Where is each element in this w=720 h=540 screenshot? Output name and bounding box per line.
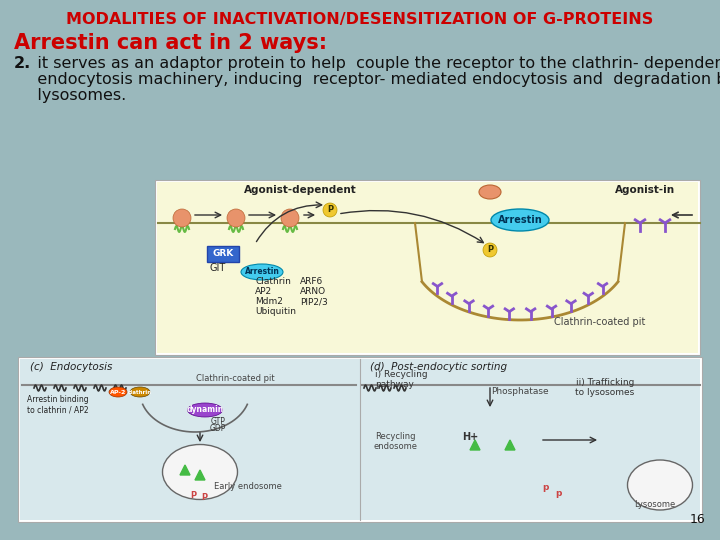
FancyBboxPatch shape [157, 182, 698, 353]
Text: ii) Trafficking
to lysosomes: ii) Trafficking to lysosomes [575, 378, 634, 397]
Text: ARF6: ARF6 [300, 278, 323, 287]
Circle shape [323, 203, 337, 217]
Text: Arrestin: Arrestin [245, 267, 279, 276]
Ellipse shape [628, 460, 693, 510]
Text: AP-2: AP-2 [110, 389, 126, 395]
Text: endocytosis machinery, inducing  receptor- mediated endocytosis and  degradation: endocytosis machinery, inducing receptor… [22, 72, 720, 87]
Ellipse shape [163, 444, 238, 500]
Circle shape [483, 243, 497, 257]
Text: 2.: 2. [14, 56, 31, 71]
Text: Recycling
endosome: Recycling endosome [373, 432, 417, 451]
Text: Lysosome: Lysosome [634, 500, 675, 509]
Circle shape [227, 209, 245, 227]
Text: Mdm2: Mdm2 [255, 298, 283, 307]
Text: Clathrin-coated pit: Clathrin-coated pit [554, 317, 646, 327]
Text: clathrin: clathrin [128, 389, 152, 395]
Text: it serves as an adaptor protein to help  couple the receptor to the clathrin- de: it serves as an adaptor protein to help … [22, 56, 720, 71]
Text: Arrestin: Arrestin [498, 215, 542, 225]
FancyBboxPatch shape [207, 246, 239, 262]
Text: i) Recycling
pathway: i) Recycling pathway [375, 370, 428, 389]
FancyBboxPatch shape [155, 180, 700, 355]
Text: P: P [201, 494, 207, 503]
Text: Clathrin-coated pit: Clathrin-coated pit [196, 374, 274, 383]
Text: GDP: GDP [210, 424, 226, 433]
Ellipse shape [109, 387, 127, 397]
Text: Phosphatase: Phosphatase [491, 387, 549, 396]
Text: Early endosome: Early endosome [214, 482, 282, 491]
Text: 16: 16 [689, 513, 705, 526]
Polygon shape [180, 465, 190, 475]
Text: p: p [542, 483, 548, 492]
Text: Agonist-dependent: Agonist-dependent [243, 185, 356, 195]
Text: P: P [327, 206, 333, 214]
Text: Clathrin: Clathrin [255, 278, 291, 287]
Text: AP2: AP2 [255, 287, 272, 296]
Circle shape [281, 209, 299, 227]
FancyBboxPatch shape [18, 357, 702, 522]
Text: dynamin: dynamin [186, 406, 224, 415]
Ellipse shape [241, 264, 283, 280]
Polygon shape [470, 440, 480, 450]
Text: MODALITIES OF INACTIVATION/DESENSITIZATION OF G-PROTEINS: MODALITIES OF INACTIVATION/DESENSITIZATI… [66, 12, 654, 27]
Text: ARNO: ARNO [300, 287, 326, 296]
Polygon shape [505, 440, 515, 450]
Text: Agonist-in: Agonist-in [615, 185, 675, 195]
Text: (c)  Endocytosis: (c) Endocytosis [30, 362, 112, 372]
Text: Arrestin binding
to clathrin / AP2: Arrestin binding to clathrin / AP2 [27, 395, 89, 415]
Text: p: p [555, 489, 561, 497]
Text: lysosomes.: lysosomes. [22, 88, 126, 103]
Text: Arrestin can act in 2 ways:: Arrestin can act in 2 ways: [14, 33, 327, 53]
Text: Ubiquitin: Ubiquitin [255, 307, 296, 316]
Text: GRK: GRK [212, 249, 233, 259]
Text: P: P [487, 246, 493, 254]
Text: (d)  Post-endocytic sorting: (d) Post-endocytic sorting [370, 362, 507, 372]
Circle shape [173, 209, 191, 227]
Ellipse shape [130, 387, 150, 397]
Text: H+: H+ [462, 432, 478, 442]
Text: P: P [190, 490, 196, 500]
Polygon shape [195, 470, 205, 480]
Ellipse shape [187, 403, 222, 417]
Text: GTP: GTP [210, 417, 225, 426]
Text: GIT: GIT [210, 263, 226, 273]
Ellipse shape [479, 185, 501, 199]
Ellipse shape [491, 209, 549, 231]
Text: PIP2/3: PIP2/3 [300, 298, 328, 307]
FancyBboxPatch shape [20, 359, 700, 520]
